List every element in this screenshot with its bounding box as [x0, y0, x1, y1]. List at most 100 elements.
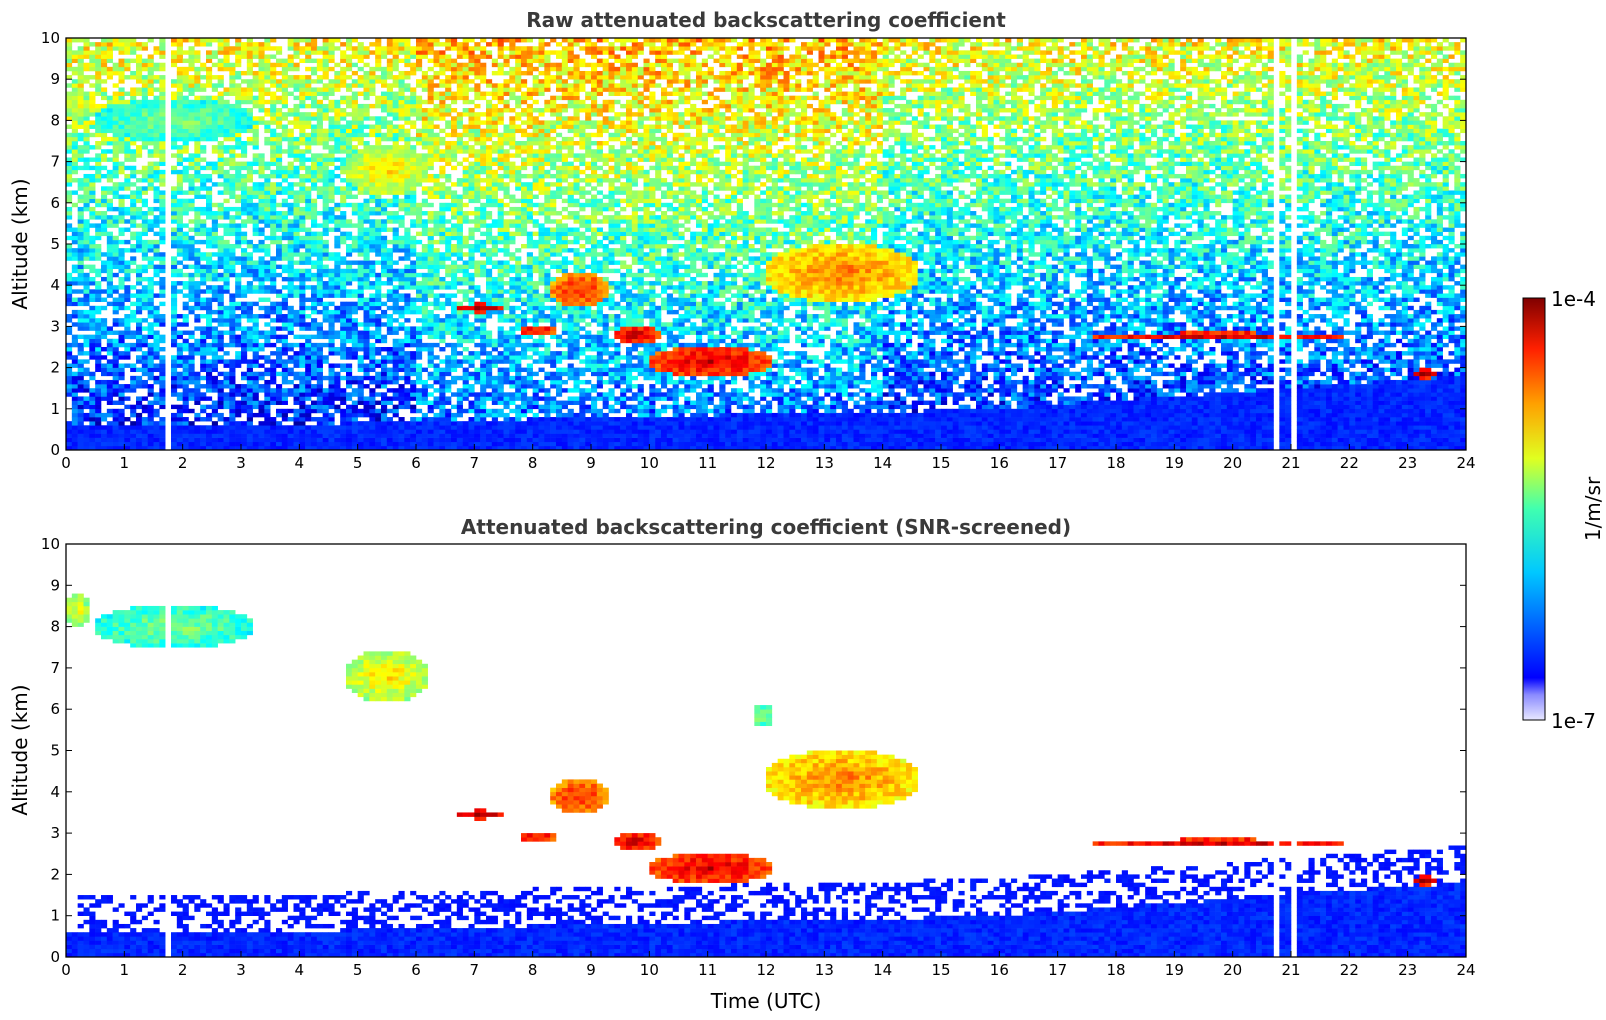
heatmap-cell [206, 268, 213, 274]
heatmap-cell [270, 318, 277, 323]
heatmap-cell [410, 54, 417, 59]
heatmap-cell [241, 108, 248, 113]
heatmap-cell [124, 404, 131, 410]
heatmap-cell [246, 165, 253, 171]
heatmap-cell [322, 252, 329, 257]
heatmap-cell [118, 412, 125, 418]
heatmap-cell [375, 202, 382, 208]
heatmap-cell [211, 108, 218, 113]
heatmap-cell [89, 338, 96, 344]
heatmap-cell [439, 182, 446, 187]
heatmap-cell [153, 396, 160, 401]
heatmap-cell [89, 441, 96, 447]
heatmap-cell [171, 79, 178, 84]
heatmap-cell [200, 338, 207, 344]
heatmap-cell [112, 355, 119, 360]
heatmap-cell [71, 371, 78, 377]
heatmap-cell [153, 363, 160, 368]
heatmap-cell [89, 83, 96, 88]
heatmap-cell [340, 305, 347, 311]
heatmap-cell [264, 223, 271, 228]
heatmap-cell [357, 165, 364, 171]
heatmap-cell [241, 433, 248, 438]
heatmap-cell [182, 83, 189, 88]
heatmap-cell [375, 305, 382, 311]
heatmap-cell [305, 244, 312, 249]
heatmap-cell [118, 260, 125, 265]
heatmap-cell [264, 264, 271, 270]
heatmap-cell [71, 145, 78, 150]
heatmap-cell [381, 178, 388, 183]
heatmap-cell [340, 112, 347, 117]
heatmap-cell [328, 379, 335, 385]
heatmap-cell [328, 396, 335, 401]
heatmap-cell [264, 194, 271, 199]
heatmap-cell [357, 173, 364, 179]
heatmap-cell [346, 421, 353, 426]
heatmap-cell [223, 268, 230, 274]
heatmap-cell [340, 330, 347, 335]
heatmap-cell [287, 108, 294, 113]
heatmap-cell [386, 289, 393, 294]
heatmap-cell [346, 445, 353, 451]
heatmap-cell [334, 120, 341, 125]
heatmap-cell [416, 58, 423, 64]
heatmap-cell [106, 128, 113, 134]
heatmap-cell [130, 136, 137, 142]
heatmap-cell [369, 309, 376, 315]
heatmap-cell [328, 194, 335, 199]
heatmap-cell [171, 239, 178, 245]
heatmap-cell [392, 244, 399, 249]
heatmap-cell [311, 42, 318, 47]
heatmap-cell [130, 256, 137, 261]
heatmap-cell [241, 371, 248, 377]
heatmap-cell [118, 239, 125, 245]
heatmap-cell [270, 186, 277, 191]
heatmap-cell [106, 276, 113, 282]
heatmap-cell [375, 375, 382, 381]
heatmap-cell [241, 194, 248, 199]
heatmap-cell [381, 202, 388, 208]
heatmap-cell [363, 95, 370, 101]
heatmap-cell [206, 252, 213, 257]
heatmap-cell [182, 264, 189, 270]
heatmap-cell [101, 136, 108, 142]
heatmap-cell [316, 309, 323, 315]
heatmap-cell [340, 194, 347, 199]
heatmap-cell [83, 165, 90, 171]
heatmap-cell [369, 268, 376, 274]
heatmap-cell [375, 338, 382, 344]
heatmap-cell [130, 215, 137, 220]
heatmap-cell [392, 227, 399, 232]
heatmap-cell [392, 149, 399, 154]
heatmap-cell [223, 206, 230, 212]
heatmap-cell [188, 46, 195, 51]
heatmap-cell [147, 421, 154, 426]
heatmap-cell [147, 322, 154, 327]
heatmap-cell [136, 301, 143, 307]
heatmap-cell [130, 223, 137, 228]
heatmap-cell [147, 367, 154, 373]
heatmap-cell [182, 231, 189, 237]
heatmap-cell [357, 149, 364, 154]
heatmap-cell [316, 347, 323, 352]
heatmap-cell [264, 186, 271, 191]
heatmap-cell [141, 359, 148, 364]
heatmap-cell [130, 367, 137, 373]
heatmap-cell [241, 285, 248, 290]
heatmap-cell [404, 392, 411, 397]
heatmap-cell [381, 367, 388, 373]
heatmap-cell [416, 318, 423, 323]
heatmap-cell [433, 149, 440, 154]
heatmap-cell [71, 334, 78, 340]
heatmap-cell [433, 322, 440, 327]
heatmap-cell [141, 120, 148, 125]
heatmap-cell [421, 244, 428, 249]
heatmap-cell [153, 355, 160, 360]
heatmap-cell [427, 445, 434, 451]
heatmap-cell [305, 66, 312, 72]
heatmap-cell [89, 305, 96, 311]
heatmap-cell [299, 404, 306, 410]
heatmap-cell [410, 433, 417, 438]
heatmap-cell [118, 79, 125, 84]
